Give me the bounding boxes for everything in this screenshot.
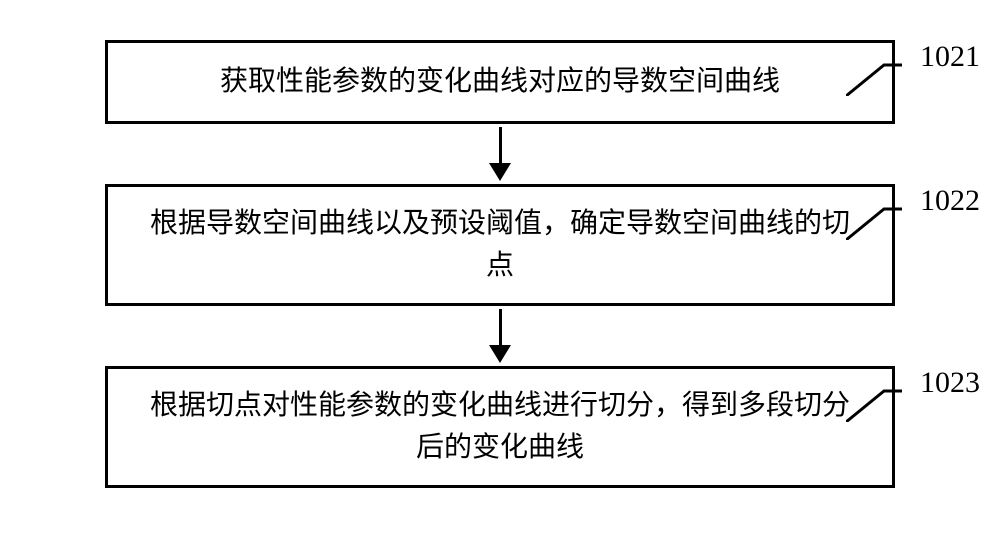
arrow-head-1 xyxy=(489,163,511,181)
step-text-3: 根据切点对性能参数的变化曲线进行切分，得到多段切分后的变化曲线 xyxy=(150,390,850,463)
arrow-head-2 xyxy=(489,345,511,363)
step-wrapper-1: 获取性能参数的变化曲线对应的导数空间曲线 1021 xyxy=(0,40,1000,124)
step-text-1: 获取性能参数的变化曲线对应的导数空间曲线 xyxy=(220,66,780,97)
label-connector-2 xyxy=(846,204,902,240)
flow-step-2: 根据导数空间曲线以及预设阈值，确定导数空间曲线的切点 xyxy=(105,184,895,306)
step-wrapper-2: 根据导数空间曲线以及预设阈值，确定导数空间曲线的切点 1022 xyxy=(0,184,1000,306)
step-text-2: 根据导数空间曲线以及预设阈值，确定导数空间曲线的切点 xyxy=(150,208,850,281)
arrow-line-2 xyxy=(499,309,502,347)
label-connector-3 xyxy=(846,386,902,422)
flow-step-1: 获取性能参数的变化曲线对应的导数空间曲线 xyxy=(105,40,895,124)
flow-step-3: 根据切点对性能参数的变化曲线进行切分，得到多段切分后的变化曲线 xyxy=(105,366,895,488)
label-connector-1 xyxy=(846,60,902,96)
step-label-3: 1023 xyxy=(920,366,980,400)
arrow-1-to-2 xyxy=(489,124,511,184)
step-label-1: 1021 xyxy=(920,40,980,74)
arrow-line-1 xyxy=(499,127,502,165)
arrow-2-to-3 xyxy=(489,306,511,366)
step-label-2: 1022 xyxy=(920,184,980,218)
flowchart-container: 获取性能参数的变化曲线对应的导数空间曲线 1021 根据导数空间曲线以及预设阈值… xyxy=(0,40,1000,488)
step-wrapper-3: 根据切点对性能参数的变化曲线进行切分，得到多段切分后的变化曲线 1023 xyxy=(0,366,1000,488)
